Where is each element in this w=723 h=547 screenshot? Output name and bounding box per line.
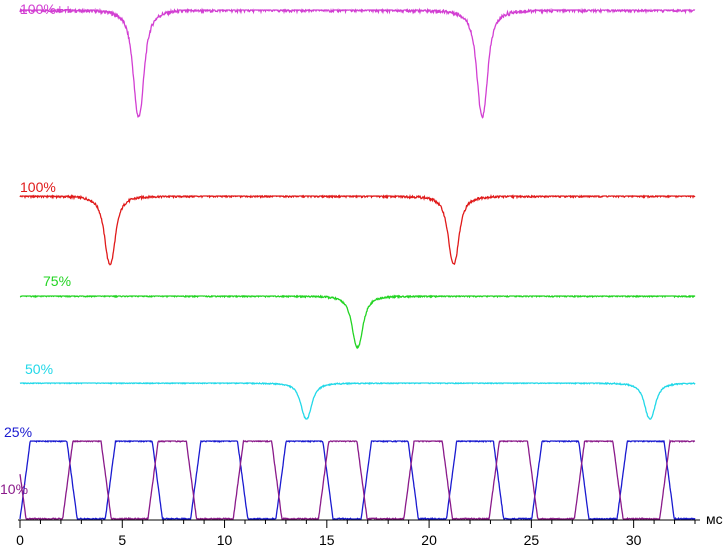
x-tick-label: 0: [16, 532, 24, 547]
series-line-1: [19, 193, 696, 266]
series-label-100pp: 100%++: [20, 1, 72, 17]
series-line-4: [19, 439, 696, 521]
series-label-75: 75%: [43, 273, 71, 289]
series-labels: 100%++ 100% 75% 50% 25% 10%: [0, 1, 72, 497]
series-line-2: [19, 294, 696, 350]
x-tick-label: 15: [319, 532, 335, 547]
x-axis-ticks: 0 5 10 15 20 25 30: [16, 520, 696, 547]
x-axis-unit: мс: [706, 511, 723, 527]
x-tick-label: 5: [118, 532, 126, 547]
series-label-25: 25%: [4, 424, 32, 440]
x-tick-label: 30: [626, 532, 642, 547]
x-tick-label: 10: [217, 532, 233, 547]
series-line-5: [19, 439, 696, 521]
series-label-50: 50%: [25, 361, 53, 377]
series-line-3: [19, 381, 696, 420]
series-label-10: 10%: [0, 481, 28, 497]
series-label-100: 100%: [20, 179, 56, 195]
traces: [19, 7, 696, 521]
x-tick-label: 25: [524, 532, 540, 547]
series-line-0: [19, 7, 696, 119]
x-axis: 0 5 10 15 20 25 30 мс: [16, 511, 723, 547]
x-tick-label: 20: [421, 532, 437, 547]
